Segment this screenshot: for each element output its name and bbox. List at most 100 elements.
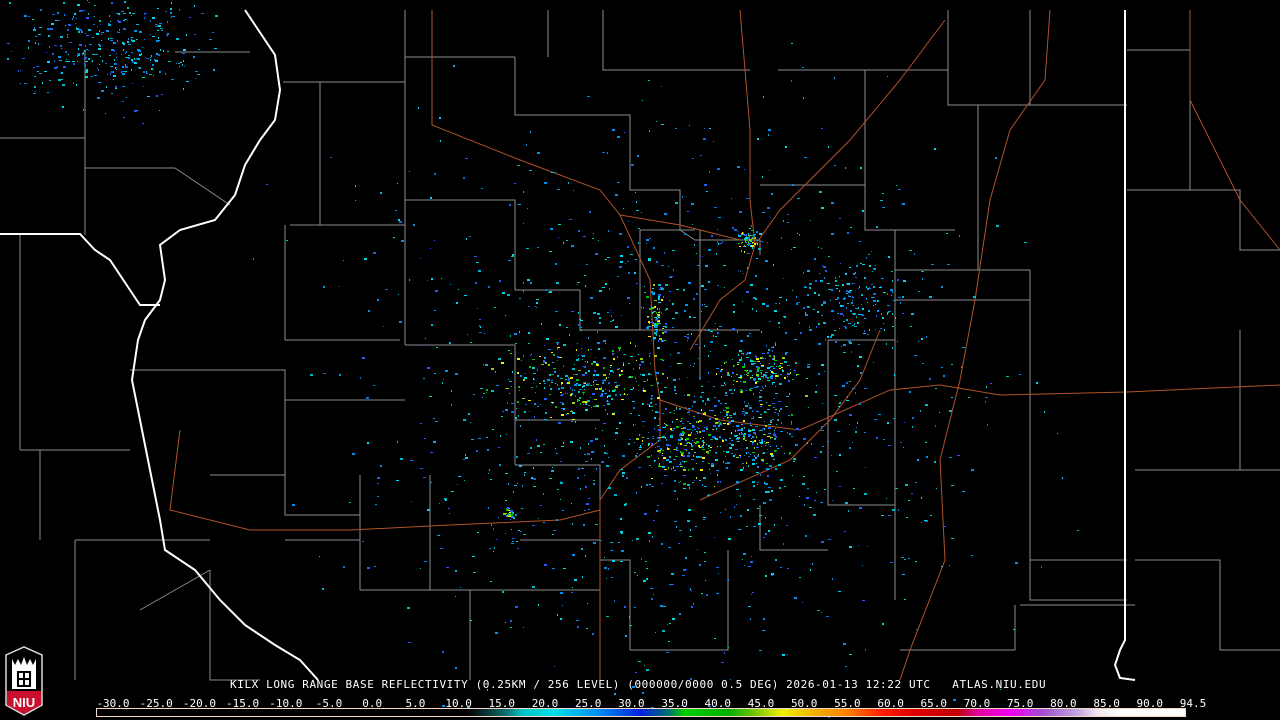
echo-pixel (653, 341, 654, 342)
echo-pixel (745, 412, 748, 414)
echo-pixel (745, 242, 747, 243)
echo-pixel (753, 416, 754, 418)
echo-pixel (646, 669, 649, 671)
echo-pixel (780, 479, 783, 481)
echo-pixel (584, 510, 586, 511)
echo-pixel (756, 310, 757, 312)
echo-pixel (85, 33, 86, 34)
echo-pixel (852, 388, 855, 389)
echo-pixel (68, 24, 71, 26)
echo-pixel (480, 388, 483, 389)
echo-pixel (971, 555, 973, 556)
echo-pixel (583, 524, 585, 526)
echo-pixel (620, 261, 623, 263)
echo-pixel (873, 300, 876, 302)
echo-pixel (753, 236, 755, 237)
echo-pixel (867, 334, 869, 335)
echo-pixel (128, 38, 129, 40)
echo-pixel (858, 314, 861, 315)
echo-pixel (66, 59, 67, 60)
echo-pixel (731, 376, 732, 377)
echo-pixel (675, 202, 678, 204)
echo-pixel (743, 381, 746, 383)
echo-pixel (540, 404, 541, 405)
echo-pixel (908, 558, 910, 559)
echo-pixel (750, 370, 751, 372)
echo-pixel (674, 521, 677, 522)
echo-pixel (527, 208, 528, 209)
echo-pixel (514, 485, 517, 486)
echo-pixel (319, 556, 320, 557)
echo-pixel (818, 323, 820, 325)
echo-pixel (636, 283, 638, 284)
echo-pixel (869, 329, 870, 331)
echo-pixel (821, 315, 823, 316)
echo-pixel (509, 512, 511, 513)
echo-pixel (729, 438, 731, 439)
echo-pixel (778, 401, 781, 402)
echo-pixel (864, 432, 866, 433)
echo-pixel (765, 372, 766, 373)
echo-pixel (757, 376, 759, 377)
echo-pixel (482, 397, 483, 398)
echo-pixel (751, 594, 752, 595)
echo-pixel (621, 370, 623, 372)
echo-pixel (544, 387, 545, 389)
echo-pixel (545, 412, 547, 414)
echo-pixel (648, 532, 651, 534)
echo-pixel (672, 250, 675, 251)
echo-pixel (144, 39, 145, 40)
echo-pixel (855, 392, 856, 394)
echo-pixel (35, 91, 36, 92)
echo-pixel (821, 612, 822, 613)
echo-pixel (757, 455, 759, 457)
echo-pixel (427, 509, 430, 511)
echo-pixel (576, 620, 579, 621)
echo-pixel (183, 49, 186, 51)
echo-pixel (650, 402, 652, 404)
echo-pixel (703, 517, 706, 518)
echo-pixel (161, 30, 163, 31)
echo-pixel (156, 40, 159, 42)
echo-pixel (571, 311, 574, 312)
echo-pixel (782, 357, 785, 359)
echo-pixel (572, 419, 575, 420)
echo-pixel (751, 363, 754, 365)
echo-pixel (844, 297, 845, 298)
echo-pixel (662, 466, 665, 468)
echo-pixel (651, 291, 653, 293)
echo-pixel (750, 241, 752, 242)
echo-pixel (595, 439, 598, 440)
echo-pixel (687, 394, 690, 396)
echo-pixel (724, 362, 727, 363)
echo-pixel (134, 58, 135, 60)
echo-pixel (724, 363, 725, 364)
echo-pixel (692, 482, 694, 483)
echo-pixel (678, 482, 680, 483)
echo-pixel (611, 398, 613, 400)
echo-pixel (563, 442, 564, 444)
echo-pixel (595, 357, 596, 358)
echo-pixel (657, 425, 659, 426)
echo-pixel (654, 323, 656, 324)
echo-pixel (115, 86, 117, 88)
echo-pixel (62, 84, 65, 86)
echo-pixel (455, 373, 458, 375)
echo-pixel (774, 363, 775, 365)
echo-pixel (723, 418, 724, 419)
echo-pixel (578, 468, 580, 470)
echo-pixel (650, 363, 651, 364)
echo-pixel (634, 442, 635, 443)
echo-pixel (528, 400, 531, 401)
echo-pixel (609, 373, 610, 375)
echo-pixel (821, 304, 823, 306)
echo-pixel (768, 129, 771, 131)
echo-pixel (533, 379, 535, 380)
echo-pixel (479, 325, 480, 327)
echo-pixel (754, 387, 757, 388)
echo-pixel (612, 413, 615, 415)
echo-pixel (765, 533, 767, 535)
echo-pixel (744, 565, 745, 566)
echo-pixel (122, 66, 124, 68)
echo-pixel (552, 568, 555, 569)
